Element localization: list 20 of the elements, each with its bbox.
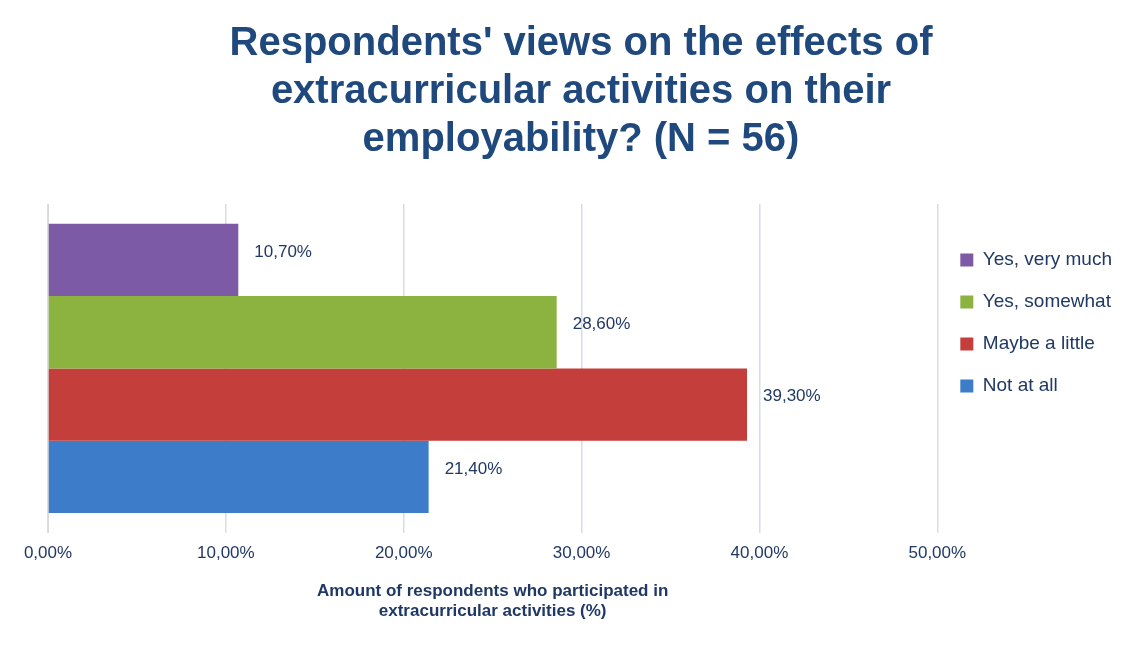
data-label: 28,60%: [572, 313, 631, 333]
data-label: 21,40%: [444, 458, 503, 478]
chart-title: Respondents' views on the effects of extracurricular activities on their employability? (N = 56): [229, 19, 934, 160]
x-axis-title: Amount of respondents who participated in extracurricular activities (%): [316, 581, 669, 621]
legend-label: Yes, very much: [982, 248, 1112, 270]
bar: [48, 223, 239, 297]
data-label: 10,70%: [254, 241, 312, 261]
legend-label: Maybe a little: [982, 332, 1095, 354]
x-tick-label: 20,00%: [374, 542, 433, 562]
legend-label: Yes, somewhat: [982, 290, 1112, 312]
data-label: 39,30%: [763, 386, 821, 406]
x-tick-label: 40,00%: [730, 542, 789, 562]
bar: [48, 368, 747, 441]
bar: [48, 296, 557, 369]
legend-label: Not at all: [982, 374, 1058, 396]
x-tick-label: 30,00%: [552, 542, 611, 562]
x-tick-label: 50,00%: [908, 542, 967, 562]
bar: [48, 440, 429, 514]
x-tick-label: 0,00%: [23, 542, 73, 562]
x-tick-label: 10,00%: [197, 542, 255, 562]
